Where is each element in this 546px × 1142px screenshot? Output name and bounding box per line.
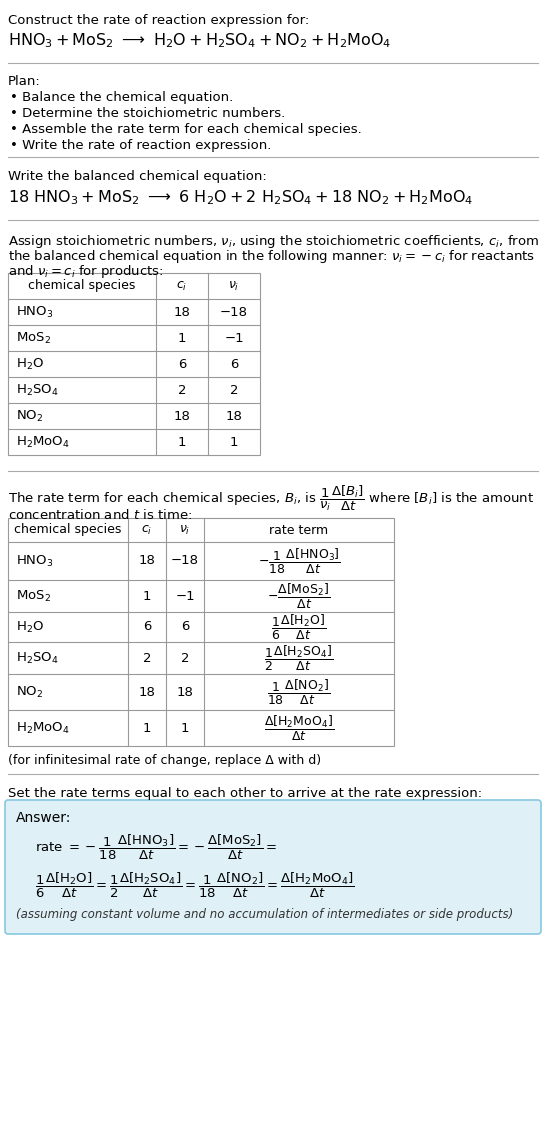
Text: $\mathrm{H_2O}$: $\mathrm{H_2O}$ [16, 619, 44, 635]
Text: 1: 1 [178, 435, 186, 449]
Text: $\dfrac{1}{18}\dfrac{\Delta[\mathrm{NO_2}]}{\Delta t}$: $\dfrac{1}{18}\dfrac{\Delta[\mathrm{NO_2… [268, 677, 330, 707]
Text: $\nu_i$: $\nu_i$ [228, 280, 240, 292]
Text: $\mathrm{MoS_2}$: $\mathrm{MoS_2}$ [16, 330, 51, 346]
Bar [8, 518, 394, 746]
Text: • Write the rate of reaction expression.: • Write the rate of reaction expression. [10, 139, 271, 152]
Text: $c_i$: $c_i$ [176, 280, 188, 292]
Text: $\mathrm{H_2MoO_4}$: $\mathrm{H_2MoO_4}$ [16, 721, 70, 735]
Text: chemical species: chemical species [14, 523, 122, 537]
Text: $\dfrac{1}{6}\dfrac{\Delta[\mathrm{H_2O}]}{\Delta t}= \dfrac{1}{2}\dfrac{\Delta[: $\dfrac{1}{6}\dfrac{\Delta[\mathrm{H_2O}… [35, 871, 355, 900]
Text: $c_i$: $c_i$ [141, 523, 153, 537]
Text: 6: 6 [230, 357, 238, 370]
Text: $\dfrac{1}{6}\dfrac{\Delta[\mathrm{H_2O}]}{\Delta t}$: $\dfrac{1}{6}\dfrac{\Delta[\mathrm{H_2O}… [271, 612, 327, 642]
Text: $\mathrm{HNO_3}$: $\mathrm{HNO_3}$ [16, 305, 54, 320]
Text: Write the balanced chemical equation:: Write the balanced chemical equation: [8, 170, 267, 183]
Text: rate $= -\dfrac{1}{18}\dfrac{\Delta[\mathrm{HNO_3}]}{\Delta t}= -\dfrac{\Delta[\: rate $= -\dfrac{1}{18}\dfrac{\Delta[\mat… [35, 833, 277, 862]
FancyBboxPatch shape [5, 801, 541, 934]
Text: 1: 1 [178, 331, 186, 345]
Text: 1: 1 [143, 722, 151, 734]
Text: (assuming constant volume and no accumulation of intermediates or side products): (assuming constant volume and no accumul… [16, 908, 513, 920]
Text: rate term: rate term [269, 523, 329, 537]
Text: $\mathrm{NO_2}$: $\mathrm{NO_2}$ [16, 684, 43, 700]
Text: 18: 18 [139, 555, 156, 568]
Text: 18: 18 [225, 410, 242, 423]
Text: Construct the rate of reaction expression for:: Construct the rate of reaction expressio… [8, 14, 309, 27]
Text: $\dfrac{1}{2}\dfrac{\Delta[\mathrm{H_2SO_4}]}{\Delta t}$: $\dfrac{1}{2}\dfrac{\Delta[\mathrm{H_2SO… [264, 643, 334, 673]
Bar [8, 273, 260, 455]
Text: 1: 1 [143, 589, 151, 603]
Text: Answer:: Answer: [16, 811, 72, 825]
Text: 18: 18 [174, 410, 191, 423]
Text: chemical species: chemical species [28, 280, 136, 292]
Text: concentration and $t$ is time:: concentration and $t$ is time: [8, 508, 192, 522]
Text: $\mathrm{H_2MoO_4}$: $\mathrm{H_2MoO_4}$ [16, 434, 70, 450]
Text: 2: 2 [143, 651, 151, 665]
Text: −18: −18 [220, 306, 248, 319]
Text: −18: −18 [171, 555, 199, 568]
Text: • Assemble the rate term for each chemical species.: • Assemble the rate term for each chemic… [10, 123, 362, 136]
Text: $\mathrm{HNO_3}$: $\mathrm{HNO_3}$ [16, 554, 54, 569]
Text: $\nu_i$: $\nu_i$ [179, 523, 191, 537]
Text: Assign stoichiometric numbers, $\nu_i$, using the stoichiometric coefficients, $: Assign stoichiometric numbers, $\nu_i$, … [8, 233, 539, 250]
Text: $\mathrm{H_2O}$: $\mathrm{H_2O}$ [16, 356, 44, 371]
Text: $\mathrm{H_2SO_4}$: $\mathrm{H_2SO_4}$ [16, 383, 58, 397]
Text: −1: −1 [224, 331, 244, 345]
Text: 18: 18 [174, 306, 191, 319]
Text: (for infinitesimal rate of change, replace Δ with d): (for infinitesimal rate of change, repla… [8, 754, 321, 767]
Text: −1: −1 [175, 589, 195, 603]
Text: 1: 1 [181, 722, 189, 734]
Text: 6: 6 [181, 620, 189, 634]
Text: $\dfrac{\Delta[\mathrm{H_2MoO_4}]}{\Delta t}$: $\dfrac{\Delta[\mathrm{H_2MoO_4}]}{\Delt… [264, 714, 334, 742]
Text: $-\dfrac{1}{18}\dfrac{\Delta[\mathrm{HNO_3}]}{\Delta t}$: $-\dfrac{1}{18}\dfrac{\Delta[\mathrm{HNO… [258, 547, 341, 576]
Text: Set the rate terms equal to each other to arrive at the rate expression:: Set the rate terms equal to each other t… [8, 787, 482, 801]
Text: $\mathrm{NO_2}$: $\mathrm{NO_2}$ [16, 409, 43, 424]
Text: 2: 2 [181, 651, 189, 665]
Text: 18: 18 [176, 685, 193, 699]
Text: 2: 2 [178, 384, 186, 396]
Text: $18\ \mathrm{HNO_3} + \mathrm{MoS_2}$$\ \longrightarrow\ $$6\ \mathrm{H_2O} + 2\: $18\ \mathrm{HNO_3} + \mathrm{MoS_2}$$\ … [8, 188, 473, 207]
Text: • Determine the stoichiometric numbers.: • Determine the stoichiometric numbers. [10, 107, 285, 120]
Text: 18: 18 [139, 685, 156, 699]
Text: $\mathrm{MoS_2}$: $\mathrm{MoS_2}$ [16, 588, 51, 604]
Text: 2: 2 [230, 384, 238, 396]
Text: • Balance the chemical equation.: • Balance the chemical equation. [10, 91, 233, 104]
Text: $\mathrm{H_2SO_4}$: $\mathrm{H_2SO_4}$ [16, 651, 58, 666]
Text: Plan:: Plan: [8, 75, 41, 88]
Text: and $\nu_i = c_i$ for products:: and $\nu_i = c_i$ for products: [8, 263, 164, 280]
Text: 6: 6 [178, 357, 186, 370]
Text: 6: 6 [143, 620, 151, 634]
Text: $\mathrm{HNO_3} + \mathrm{MoS_2}$$\ \longrightarrow\ $$\mathrm{H_2O} + \mathrm{H: $\mathrm{HNO_3} + \mathrm{MoS_2}$$\ \lon… [8, 31, 391, 50]
Text: The rate term for each chemical species, $B_i$, is $\dfrac{1}{\nu_i}\dfrac{\Delt: The rate term for each chemical species,… [8, 484, 534, 513]
Text: the balanced chemical equation in the following manner: $\nu_i = -c_i$ for react: the balanced chemical equation in the fo… [8, 248, 535, 265]
Text: 1: 1 [230, 435, 238, 449]
Text: $-\dfrac{\Delta[\mathrm{MoS_2}]}{\Delta t}$: $-\dfrac{\Delta[\mathrm{MoS_2}]}{\Delta … [268, 581, 330, 611]
